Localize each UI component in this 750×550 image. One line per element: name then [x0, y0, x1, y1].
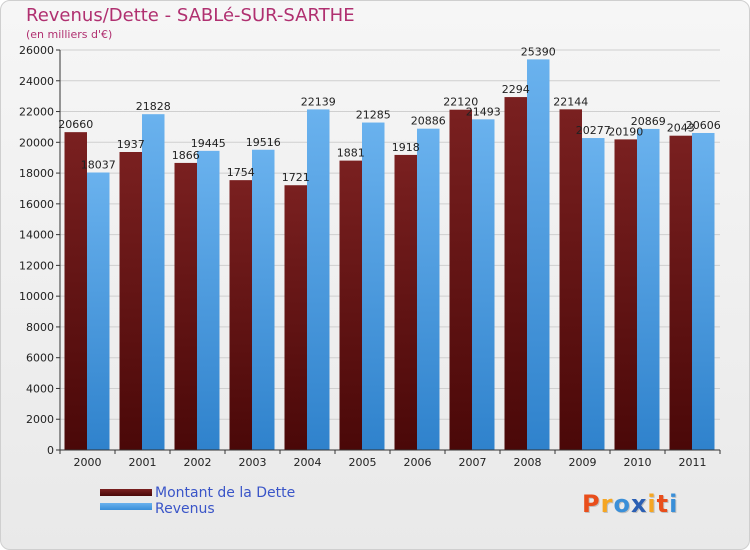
legend-swatch-debt — [100, 489, 152, 496]
bar-revenue — [197, 150, 220, 450]
y-tick-label: 12000 — [19, 259, 54, 272]
y-tick-label: 26000 — [19, 44, 54, 57]
bar-revenue — [417, 128, 440, 450]
bar-debt — [339, 160, 362, 450]
y-tick-label: 2000 — [26, 413, 54, 426]
data-label-debt: 22144 — [553, 95, 588, 108]
data-label-revenue: 20277 — [576, 124, 611, 137]
y-tick-label: 14000 — [19, 229, 54, 242]
data-label-revenue: 25390 — [521, 45, 556, 58]
y-tick-label: 0 — [47, 444, 54, 457]
bars — [64, 59, 715, 451]
bar-revenue — [307, 109, 330, 451]
logo-letter: r — [600, 490, 614, 518]
data-label-revenue: 18037 — [81, 159, 116, 172]
bar-debt — [229, 180, 252, 450]
data-label-debt: 20660 — [58, 118, 93, 131]
data-label-debt: 22120 — [443, 96, 478, 109]
bar-debt — [64, 132, 87, 450]
data-label-debt: 1866 — [172, 149, 200, 162]
data-label-revenue: 21828 — [136, 100, 171, 113]
chart-subtitle: (en milliers d'€) — [26, 28, 113, 41]
y-tick-label: 22000 — [19, 106, 54, 119]
data-label-revenue: 19516 — [246, 136, 281, 149]
bar-debt — [614, 139, 637, 450]
bar-debt — [504, 97, 527, 451]
logo-letter: P — [582, 490, 601, 518]
bar-revenue — [472, 119, 495, 450]
axes: 0 2000 4000 6000 8000 10000 12000 14000 16000 180… — [19, 44, 721, 469]
data-label-revenue: 20606 — [686, 119, 721, 132]
x-tick-label: 2001 — [129, 456, 157, 469]
x-tick-label: 2011 — [679, 456, 707, 469]
bar-debt — [449, 109, 472, 450]
x-tick-label: 2009 — [569, 456, 597, 469]
x-tick-label: 2006 — [404, 456, 432, 469]
data-label-debt: 2294 — [502, 83, 530, 96]
y-tick-label: 8000 — [26, 321, 54, 334]
bar-debt — [559, 109, 582, 451]
data-label-revenue: 22139 — [301, 95, 336, 108]
data-label-debt: 20190 — [608, 125, 643, 138]
data-label-debt: 1918 — [392, 141, 420, 154]
bar-revenue — [692, 132, 715, 450]
logo-letter: t — [656, 490, 670, 518]
chart-title: Revenus/Dette - SABLé-SUR-SARTHE — [26, 5, 355, 26]
data-label-revenue: 20869 — [631, 115, 666, 128]
x-tick-label: 2003 — [239, 456, 267, 469]
bar-debt — [174, 162, 197, 450]
x-tick-label: 2004 — [294, 456, 322, 469]
legend-label-revenue: Revenus — [155, 501, 215, 517]
bar-revenue — [87, 172, 110, 450]
data-label-revenue: 20886 — [411, 115, 446, 128]
bar-revenue — [142, 114, 165, 450]
bar-debt — [119, 152, 142, 450]
x-tick-label: 2005 — [349, 456, 377, 469]
x-tick-label: 2002 — [184, 456, 212, 469]
proxiti-logo: Proxiti — [582, 490, 678, 518]
data-label-debt: 1937 — [117, 138, 145, 151]
y-tick-label: 18000 — [19, 167, 54, 180]
x-tick-label: 2000 — [74, 456, 102, 469]
grid-lines — [60, 49, 720, 451]
y-tick-label: 10000 — [19, 290, 54, 303]
bar-revenue — [252, 149, 275, 450]
y-tick-label: 6000 — [26, 352, 54, 365]
y-tick-label: 16000 — [19, 198, 54, 211]
bar-revenue — [582, 138, 605, 451]
x-tick-label: 2007 — [459, 456, 487, 469]
x-tick-label: 2010 — [624, 456, 652, 469]
legend-label-debt: Montant de la Dette — [155, 485, 296, 501]
logo-letter: x — [630, 490, 648, 518]
legend-swatch-revenue — [100, 503, 152, 510]
bar-revenue — [527, 59, 550, 451]
y-tick-label: 24000 — [19, 75, 54, 88]
data-label-revenue: 21493 — [466, 105, 501, 118]
data-label-revenue: 21285 — [356, 109, 391, 122]
bar-revenue — [637, 128, 660, 450]
bar-debt — [394, 154, 417, 450]
x-tick-label: 2008 — [514, 456, 542, 469]
logo-letter: i — [647, 490, 657, 518]
data-label-debt: 1881 — [337, 147, 365, 160]
logo-letter: i — [669, 490, 679, 518]
logo-letter: o — [613, 490, 631, 518]
data-label-debt: 2043 — [667, 122, 695, 135]
data-label-debt: 1754 — [227, 166, 255, 179]
y-tick-label: 4000 — [26, 382, 54, 395]
bar-debt — [284, 185, 307, 450]
data-label-debt: 1721 — [282, 171, 310, 184]
data-label-revenue: 19445 — [191, 137, 226, 150]
bar-debt — [669, 135, 692, 450]
y-tick-label: 20000 — [19, 136, 54, 149]
bar-revenue — [362, 122, 385, 451]
